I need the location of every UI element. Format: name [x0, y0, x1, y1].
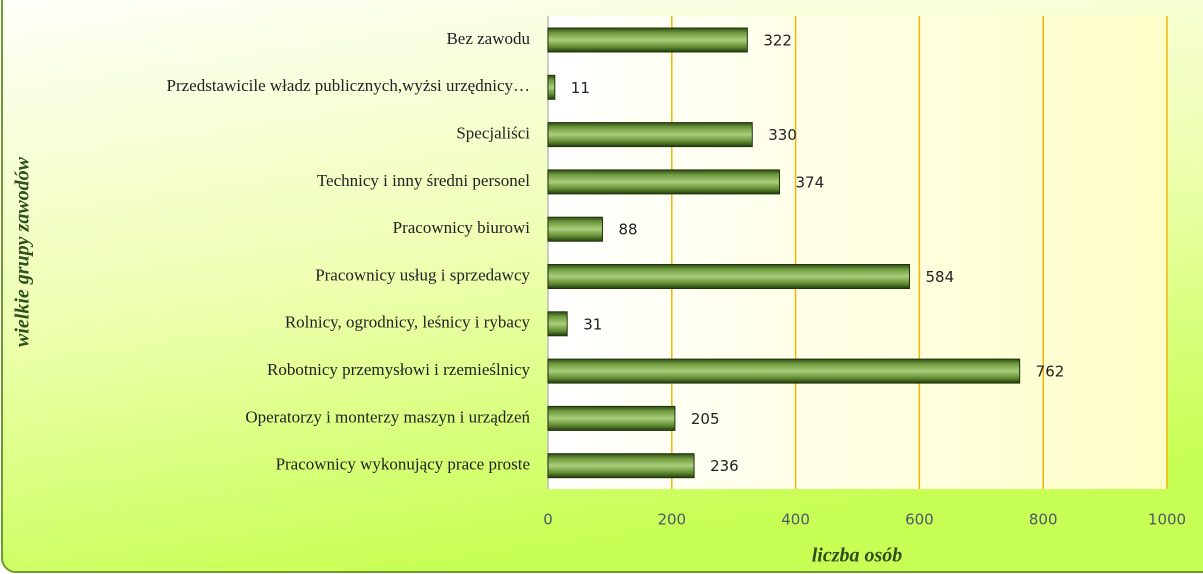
y-tick-label: Pracownicy wykonujący prace proste	[276, 455, 530, 474]
value-label: 88	[618, 221, 637, 239]
x-axis-title: liczba osób	[812, 545, 903, 567]
bar	[547, 453, 695, 479]
y-tick-label: Pracownicy biurowi	[393, 218, 531, 237]
y-tick-label: Technicy i inny średni personel	[317, 171, 530, 190]
y-tick-label: Robotnicy przemysłowi i rzemieślnicy	[267, 360, 530, 379]
value-label: 584	[925, 268, 954, 286]
y-tick-label: Pracownicy usług i sprzedawcy	[315, 265, 530, 284]
bar	[547, 311, 568, 337]
bar	[547, 216, 603, 242]
value-label: 330	[768, 126, 797, 144]
value-label: 31	[583, 315, 602, 333]
bar	[547, 169, 781, 195]
y-tick-label: Rolnicy, ogrodnicy, leśnicy i rybacy	[285, 313, 531, 332]
y-tick-label: Bez zawodu	[446, 29, 530, 48]
x-tick-label: 1000	[1148, 511, 1186, 529]
x-tick-label: 0	[543, 511, 553, 529]
y-tick-label: Operatorzy i monterzy maszyn i urządzeń	[245, 407, 530, 426]
y-tick-label: Przedstawicile władz publicznych,wyżsi u…	[167, 76, 530, 95]
bar	[547, 27, 748, 53]
bar	[547, 74, 556, 100]
y-tick-label: Specjaliści	[456, 124, 530, 143]
bar	[547, 358, 1021, 384]
x-tick-label: 200	[657, 511, 686, 529]
value-label: 205	[691, 410, 720, 428]
value-label: 762	[1036, 363, 1065, 381]
bar	[547, 264, 910, 289]
y-axis-title: wielkie grupy zawodów	[12, 156, 34, 347]
bar	[547, 122, 753, 148]
value-label: 374	[796, 173, 825, 191]
value-label: 236	[710, 457, 739, 475]
value-label: 11	[571, 79, 590, 97]
x-tick-label: 600	[905, 511, 934, 529]
bar	[547, 405, 676, 431]
x-tick-label: 400	[781, 511, 810, 529]
value-label: 322	[763, 32, 792, 50]
x-tick-label: 800	[1029, 511, 1058, 529]
